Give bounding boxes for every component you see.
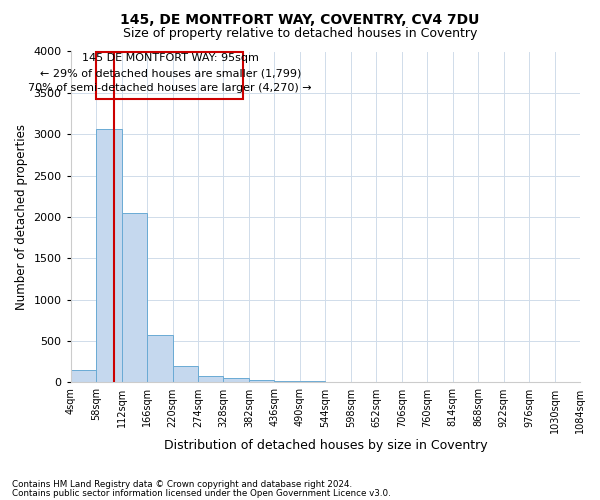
Bar (96, 52, 244, 98)
Bar (249, 380, 274, 382)
Bar (300, 381, 325, 382)
Text: Size of property relative to detached houses in Coventry: Size of property relative to detached ho… (123, 28, 477, 40)
Text: Contains HM Land Registry data © Crown copyright and database right 2024.: Contains HM Land Registry data © Crown c… (12, 480, 352, 489)
Bar (147, 336, 173, 382)
Bar (274, 381, 300, 382)
Text: Contains public sector information licensed under the Open Government Licence v3: Contains public sector information licen… (12, 488, 391, 498)
Bar (96, 130, 122, 382)
Bar (122, 213, 147, 382)
Text: ← 29% of detached houses are smaller (1,799): ← 29% of detached houses are smaller (1,… (40, 69, 301, 79)
Bar (198, 376, 223, 382)
Y-axis label: Number of detached properties: Number of detached properties (15, 124, 28, 310)
Bar (173, 366, 198, 382)
Text: 145, DE MONTFORT WAY, COVENTRY, CV4 7DU: 145, DE MONTFORT WAY, COVENTRY, CV4 7DU (121, 12, 479, 26)
Text: 145 DE MONTFORT WAY: 95sqm: 145 DE MONTFORT WAY: 95sqm (82, 53, 259, 63)
Text: 70% of semi-detached houses are larger (4,270) →: 70% of semi-detached houses are larger (… (28, 84, 312, 94)
X-axis label: Distribution of detached houses by size in Coventry: Distribution of detached houses by size … (164, 440, 487, 452)
Bar (223, 378, 249, 382)
Bar (71, 370, 96, 382)
